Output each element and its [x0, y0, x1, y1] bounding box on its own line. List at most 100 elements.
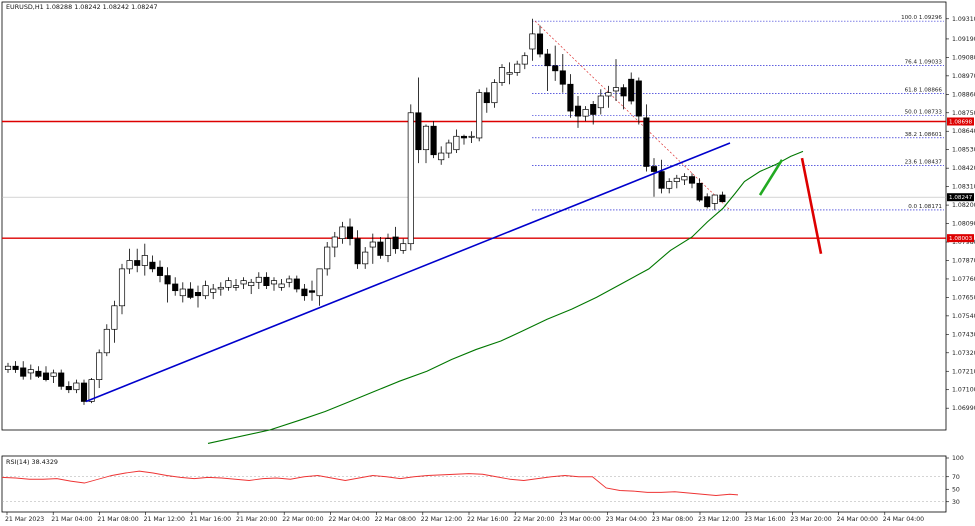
candle	[612, 59, 620, 102]
y-tick-label: 1.08640	[952, 128, 975, 135]
bearish-candle-body	[635, 80, 642, 117]
bearish-candle-body	[58, 372, 65, 387]
candle	[536, 25, 544, 58]
bearish-candle-body	[620, 87, 627, 97]
y-tick-label: 1.08090	[952, 221, 975, 228]
bullish-candle-body	[529, 33, 536, 50]
bullish-candle-body	[240, 280, 247, 285]
bearish-candle-body	[346, 226, 354, 240]
bearish-candle-body	[172, 283, 179, 292]
price-badge	[947, 117, 974, 126]
candle	[529, 18, 536, 61]
candle	[331, 231, 338, 258]
candle	[354, 230, 361, 269]
candle	[316, 268, 323, 306]
bullish-candle-body	[681, 176, 688, 181]
rsi-tick-label: 70	[952, 474, 960, 481]
bullish-candle-body	[514, 63, 521, 73]
bearish-candle-body	[460, 135, 468, 139]
candle	[605, 85, 612, 108]
bullish-candle-body	[673, 177, 680, 182]
x-tick-label: 21 Mar 12:00	[144, 516, 185, 522]
bullish-candle-body	[27, 369, 34, 374]
candle	[308, 280, 316, 301]
x-tick-label: 23 Mar 20:00	[790, 516, 831, 522]
candle	[483, 87, 490, 113]
y-tick-label: 1.07980	[952, 239, 975, 246]
y-tick-label: 1.07650	[952, 294, 975, 301]
candle	[80, 379, 88, 405]
y-tick-label: 1.08860	[952, 91, 975, 98]
candle	[324, 242, 331, 276]
arrow-down	[800, 157, 823, 255]
rsi-tick-label: 100	[952, 455, 964, 462]
bullish-candle-body	[278, 283, 285, 288]
y-tick-label: 1.09080	[952, 54, 975, 61]
candle	[293, 275, 300, 293]
bullish-candle-body	[476, 92, 483, 139]
bullish-candle-body	[612, 87, 620, 92]
bullish-candle-body	[255, 276, 262, 283]
y-tick-label: 1.09310	[952, 16, 975, 23]
x-tick-label: 21 Mar 20:00	[236, 516, 277, 522]
bullish-candle-body	[248, 281, 255, 287]
bullish-candle-body	[324, 246, 331, 270]
candle	[4, 362, 12, 373]
fib-level-label: 0.0 1.08171	[908, 204, 942, 210]
bullish-candle-body	[491, 82, 498, 104]
price-badge	[947, 193, 974, 202]
bearish-candle-body	[415, 112, 422, 151]
x-tick-label: 23 Mar 08:00	[652, 516, 693, 522]
candle	[392, 226, 399, 254]
candle	[430, 121, 437, 159]
candle	[339, 221, 346, 244]
candle	[20, 361, 27, 380]
bullish-candle-body	[111, 305, 118, 330]
candle	[164, 267, 171, 303]
candle	[582, 106, 589, 122]
y-tick-label: 1.07100	[952, 387, 975, 394]
bearish-candle-body	[12, 365, 19, 370]
fib-diagonal	[534, 20, 731, 211]
bullish-candle-body	[498, 67, 506, 83]
bearish-candle-body	[164, 275, 171, 285]
x-tick-label: 21 Mar 2023	[5, 516, 44, 522]
candle	[468, 131, 475, 143]
x-tick-label: 23 Mar 16:00	[744, 516, 785, 522]
bullish-candle-body	[126, 260, 133, 270]
bearish-candle-body	[590, 104, 597, 115]
chart-title: EURUSD,H1 1.08288 1.08242 1.08242 1.0824…	[6, 3, 158, 11]
trendline	[85, 142, 731, 403]
candle	[688, 173, 696, 189]
bearish-candle-body	[688, 176, 696, 184]
candle	[35, 366, 42, 378]
bullish-candle-body	[468, 135, 475, 138]
candle	[217, 282, 224, 296]
bullish-candle-body	[597, 95, 604, 109]
bearish-candle-body	[483, 92, 490, 104]
bullish-candle-body	[369, 241, 376, 248]
bearish-candle-body	[392, 236, 399, 250]
candle	[301, 283, 308, 301]
candle	[270, 277, 278, 291]
bullish-candle-body	[605, 92, 612, 97]
price-badge-label: 1.08698	[949, 120, 973, 126]
candle	[506, 62, 513, 85]
candle	[415, 77, 422, 164]
bearish-candle-body	[536, 33, 544, 55]
bullish-candle-body	[232, 285, 240, 288]
bearish-candle-body	[544, 53, 551, 67]
bearish-candle-body	[552, 65, 559, 72]
y-tick-label: 1.07320	[952, 350, 975, 357]
bullish-candle-body	[103, 328, 110, 354]
bullish-candle-body	[202, 285, 209, 297]
bearish-candle-body	[430, 125, 437, 156]
y-tick-label: 1.06990	[952, 405, 975, 412]
candle	[628, 72, 635, 105]
candle	[73, 379, 80, 394]
candle	[346, 218, 354, 246]
candle	[42, 366, 50, 382]
bullish-candle-body	[286, 278, 293, 283]
bearish-candle-body	[567, 83, 574, 112]
